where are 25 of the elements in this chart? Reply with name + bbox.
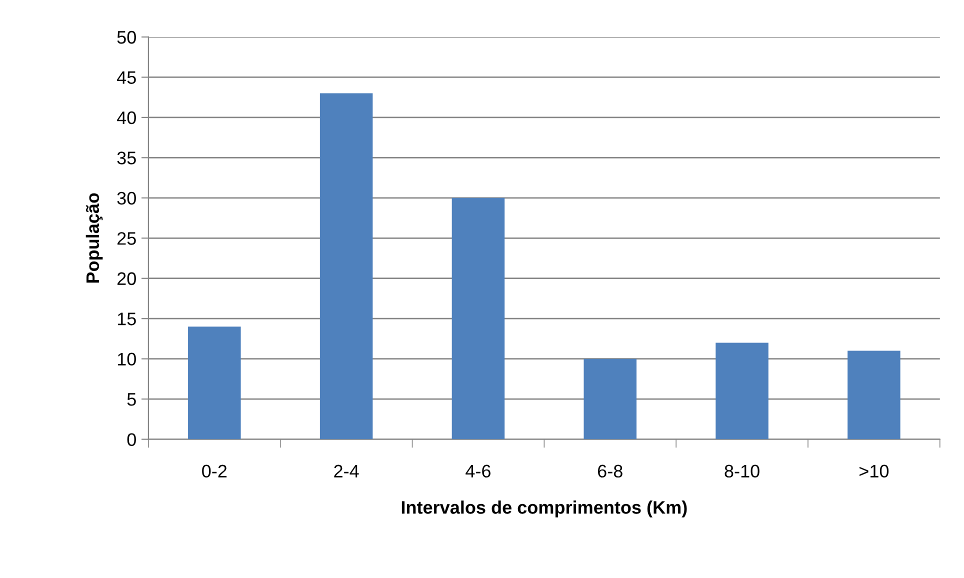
y-tick-label: 25 bbox=[117, 232, 136, 245]
bar bbox=[716, 342, 768, 440]
y-tick-label: 0 bbox=[127, 433, 136, 446]
y-tick-label: 20 bbox=[117, 272, 136, 286]
bar bbox=[320, 93, 373, 440]
y-axis-title: População bbox=[86, 193, 103, 283]
bar bbox=[848, 350, 900, 440]
bar bbox=[188, 326, 241, 440]
x-tick-label: 8-10 bbox=[724, 464, 760, 478]
x-tick-label: 0-2 bbox=[202, 464, 227, 478]
y-tick-label: 50 bbox=[117, 30, 136, 44]
bar bbox=[584, 358, 637, 440]
y-tick-label: 35 bbox=[117, 152, 136, 164]
y-tick-label: 30 bbox=[117, 192, 136, 205]
x-tick-label: >10 bbox=[860, 464, 889, 478]
bar bbox=[452, 198, 505, 440]
x-axis-title: Intervalos de comprimentos (Km) bbox=[402, 500, 687, 518]
x-tick-label: 2-4 bbox=[334, 464, 359, 478]
y-tick-label: 5 bbox=[127, 393, 136, 406]
y-tick-label: 45 bbox=[116, 71, 136, 84]
y-tick-label: 15 bbox=[118, 312, 136, 326]
y-tick-label: 40 bbox=[116, 111, 136, 124]
x-tick-label: 6-8 bbox=[598, 464, 622, 478]
y-tick-label: 10 bbox=[118, 352, 136, 366]
x-tick-label: 4-6 bbox=[466, 464, 490, 478]
